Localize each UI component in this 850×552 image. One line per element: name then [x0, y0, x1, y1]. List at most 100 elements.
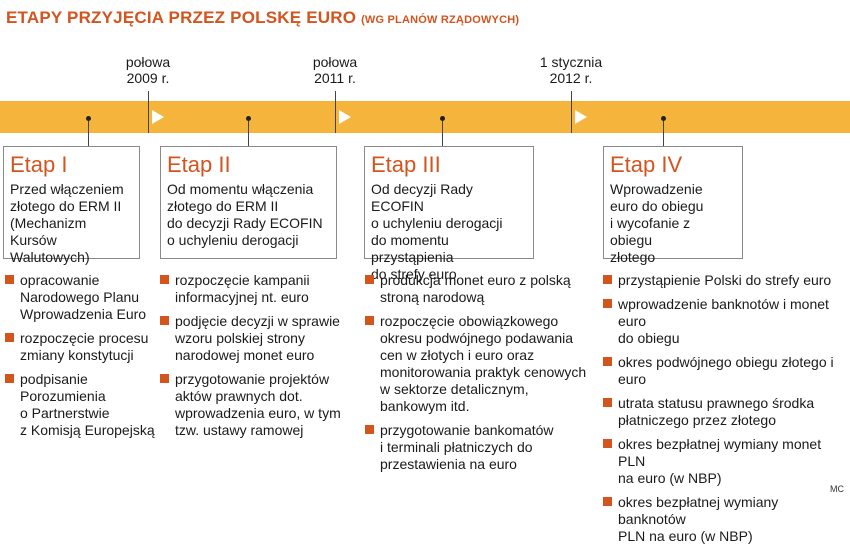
item-line: wprowadzenia euro, w tym [175, 405, 341, 421]
page-title: ETAPY PRZYJĘCIA PRZEZ POLSKĘ EURO (WG PL… [6, 8, 519, 28]
stage-4-desc-line: Wprowadzenie [610, 181, 703, 197]
item-line: bankowym itd. [380, 398, 470, 414]
stage-2-desc-line: o uchyleniu derogacji [167, 232, 299, 248]
list-item: rozpoczęcie obowiązkowego okresu podwójn… [365, 313, 600, 415]
item-line: podjęcie decyzji w sprawie [175, 313, 340, 329]
stage-2-desc-line: złotego do ERM II [167, 198, 279, 214]
list-item: przygotowanie bankomatów i terminali pła… [365, 422, 600, 473]
item-line: wprowadzenie banknotów i monet euro [618, 296, 829, 329]
item-line: zmiany konstytucji [20, 347, 134, 363]
item-line: i terminali płatniczych do [380, 439, 533, 455]
stage-3-dot [440, 116, 445, 121]
timeline-band [0, 101, 850, 133]
milestone-1-line2: 2009 r. [126, 70, 170, 86]
stage-1-desc-line: złotego do ERM II [10, 198, 122, 214]
list-item: przystąpienie Polski do strefy euro [603, 272, 848, 289]
stage-3-connector [442, 118, 443, 146]
milestone-2-tick [335, 91, 336, 133]
stage-2-description: Od momentu włączenia złotego do ERM II d… [167, 181, 330, 249]
stage-2-items: rozpoczęcie kampanii informacyjnej nt. e… [160, 272, 360, 446]
square-bullet-icon [160, 316, 169, 325]
item-line: Narodowego Planu [20, 289, 140, 305]
stage-4-box: Etap IV Wprowadzenie euro do obiegu i wy… [603, 146, 743, 265]
milestone-2-label: połowa 2011 r. [290, 54, 380, 86]
item-line: płatniczego przez złotego [618, 412, 776, 428]
stage-3-description: Od decyzji Rady ECOFIN o uchyleniu derog… [371, 181, 527, 283]
square-bullet-icon [603, 497, 612, 506]
square-bullet-icon [160, 275, 169, 284]
list-item: utrata statusu prawnego środka płatnicze… [603, 395, 848, 429]
square-bullet-icon [603, 299, 612, 308]
stage-4-title: Etap IV [610, 152, 683, 177]
item-line: rozpoczęcie procesu [20, 330, 149, 346]
stage-4-desc-line: złotego [610, 249, 656, 265]
item-line: opracowanie [20, 272, 100, 288]
square-bullet-icon [365, 275, 374, 284]
stage-2-title: Etap II [167, 152, 231, 177]
stage-1-box: Etap I Przed włączeniem złotego do ERM I… [3, 146, 140, 265]
stage-3-box: Etap III Od decyzji Rady ECOFIN o uchyle… [364, 146, 534, 282]
stage-2-desc-line: do decyzji Rady ECOFIN [167, 215, 323, 231]
stage-1-items: opracowanie Narodowego Planu Wprowadzeni… [5, 272, 155, 446]
author-credit: MC [830, 484, 844, 494]
stage-2-box: Etap II Od momentu włączenia złotego do … [160, 146, 337, 259]
list-item: podjęcie decyzji w sprawie wzoru polskie… [160, 313, 360, 364]
square-bullet-icon [603, 275, 612, 284]
item-line: monitorowania praktyk cenowych [380, 364, 587, 380]
stage-4-desc-line: euro do obiegu [610, 198, 704, 214]
item-line: Porozumienia [20, 388, 106, 404]
list-item: opracowanie Narodowego Planu Wprowadzeni… [5, 272, 155, 323]
stage-4-description: Wprowadzenie euro do obiegu i wycofanie … [610, 181, 736, 266]
stage-4-items: przystąpienie Polski do strefy euro wpro… [603, 272, 848, 552]
stage-3-desc-line: o uchyleniu derogacji [371, 215, 503, 231]
stage-1-desc-line: (Mechanizm Kursów [10, 215, 87, 248]
stage-1-connector [88, 118, 89, 146]
list-item: produkcja monet euro z polską stroną nar… [365, 272, 600, 306]
stage-3-items: produkcja monet euro z polską stroną nar… [365, 272, 600, 480]
item-line: rozpoczęcie obowiązkowego [380, 313, 559, 329]
milestone-3-label: 1 stycznia 2012 r. [526, 54, 616, 86]
milestone-1-line1: połowa [125, 54, 171, 70]
list-item: rozpoczęcie procesu zmiany konstytucji [5, 330, 155, 364]
list-item: podpisanie Porozumienia o Partnerstwie z… [5, 371, 155, 439]
item-line: przygotowanie bankomatów [380, 422, 554, 438]
square-bullet-icon [603, 398, 612, 407]
item-line: narodowej monet euro [175, 347, 315, 363]
square-bullet-icon [603, 357, 612, 366]
stage-3-desc-line: do momentu przystąpienia [371, 232, 454, 265]
milestone-3-tick [571, 91, 572, 133]
item-line: podpisanie [20, 371, 88, 387]
stage-2-dot [246, 116, 251, 121]
square-bullet-icon [160, 374, 169, 383]
item-line: produkcja monet euro z polską [380, 272, 571, 288]
item-line: do obiegu [618, 330, 680, 346]
list-item: okres bezpłatnej wymiany monet PLN na eu… [603, 436, 848, 487]
square-bullet-icon [5, 333, 14, 342]
stage-1-desc-line: Przed włączeniem [10, 181, 124, 197]
title-main: ETAPY PRZYJĘCIA PRZEZ POLSKĘ EURO [6, 8, 357, 27]
list-item: przygotowanie projektów aktów prawnych d… [160, 371, 360, 439]
item-line: informacyjnej nt. euro [175, 289, 309, 305]
milestone-3-arrow-icon [575, 110, 587, 124]
list-item: okres podwójnego obiegu złotego i euro [603, 354, 848, 388]
item-line: cen w złotych i euro oraz [380, 347, 535, 363]
milestone-2-line1: połowa [312, 54, 358, 70]
stage-3-title: Etap III [371, 152, 441, 177]
stage-4-dot [661, 116, 666, 121]
item-line: o Partnerstwie [20, 405, 110, 421]
square-bullet-icon [365, 316, 374, 325]
item-line: okres bezpłatnej wymiany monet PLN [618, 436, 822, 469]
item-line: okres bezpłatnej wymiany banknotów [618, 494, 779, 527]
item-line: Wprowadzenia Euro [20, 306, 147, 322]
milestone-1-tick [148, 91, 149, 133]
stage-4-desc-line: i wycofanie z obiegu [610, 215, 691, 248]
stage-1-description: Przed włączeniem złotego do ERM II (Mech… [10, 181, 133, 266]
title-subtitle: (WG PLANÓW RZĄDOWYCH) [361, 14, 520, 26]
milestone-3-line1: 1 stycznia [539, 54, 603, 70]
item-line: wzoru polskiej strony [175, 330, 305, 346]
item-line: w sektorze detalicznym, [380, 381, 529, 397]
milestone-1-arrow-icon [152, 110, 164, 124]
item-line: przestawienia na euro [380, 456, 517, 472]
milestone-3-line2: 2012 r. [549, 70, 593, 86]
item-line: tzw. ustawy ramowej [175, 422, 304, 438]
